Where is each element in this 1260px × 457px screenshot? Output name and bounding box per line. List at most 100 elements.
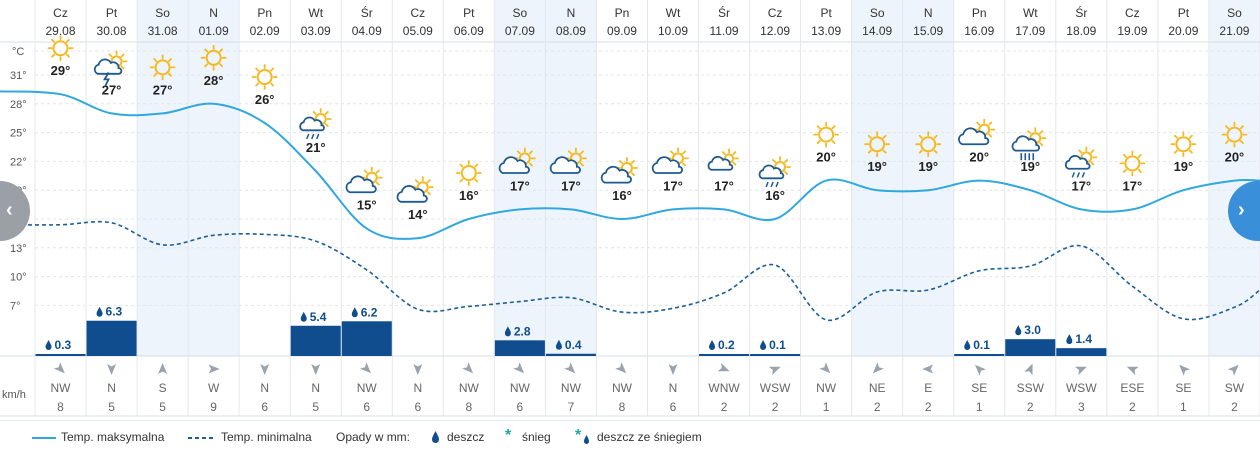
max-temp-label: 16° [612,188,632,203]
date-label: 13.09 [811,24,841,38]
y-tick-label: 25° [10,128,27,140]
day-of-week-label: Śr [1075,5,1087,20]
sun-ray [882,134,887,139]
sun-icon [864,131,891,158]
date-label: 11.09 [709,24,738,38]
raindrop-icon [760,340,767,350]
wind-arrow-icon [768,366,781,376]
wind-direction-label: W [208,381,220,395]
sun-rain-icon [1064,146,1098,178]
raindrop-icon [709,340,716,350]
wind-arrow-shape [208,364,220,374]
sun-ray [1174,149,1178,154]
wind-arrow-icon [922,364,934,374]
legend-snow-label: śnieg [522,430,551,444]
sun-ray [1078,149,1083,154]
date-label: 04.09 [352,24,382,38]
wind-direction-label: ESE [1120,381,1144,395]
raindrop-icon [300,311,307,322]
weekend-band [494,0,546,356]
date-label: 02.09 [250,24,280,38]
raindrop-icon [1066,334,1073,345]
wind-arrow-shape [311,364,321,375]
min-temp-line [0,220,1260,321]
sun-icon [1221,121,1248,148]
day-of-week-label: N [567,6,576,20]
wind-arrow-icon [819,362,831,374]
sun-ray [255,82,260,87]
cloud-shape [396,185,428,203]
sun-ray [918,149,923,154]
sun-icon [1170,131,1197,158]
partly-cloudy-icon [396,176,434,203]
sun-ray [51,53,56,58]
raindrop-icon [1015,325,1022,336]
sun-disc [256,69,273,85]
sun-ray [153,58,158,62]
cloud-shape [498,156,530,174]
wind-arrow-shape [717,362,730,372]
day-of-week-label: Pt [463,6,475,20]
partly-cloudy-icon [549,147,587,174]
lightning-bolt [103,71,111,86]
weekend-band [137,0,189,356]
sun-ray [516,150,521,155]
raindrop-icon [964,340,971,350]
precip-bar [750,354,801,356]
date-label: 15.09 [913,24,943,38]
sun-disc [154,59,171,76]
wind-arrow-icon [1227,364,1239,376]
sun-ray [784,159,789,163]
sun-ray [459,163,464,168]
sun-icon [200,44,227,71]
sun-disc [1175,136,1192,153]
wind-speed-label: 2 [1231,400,1238,414]
day-of-week-label: Pt [820,6,832,20]
sun-icon [1119,150,1146,177]
wind-speed-label: 2 [1027,400,1034,414]
date-label: 06.09 [454,24,484,38]
sun-icon [1170,131,1197,158]
sun-ray [255,67,260,72]
y-tick-label: 22° [10,156,27,168]
cloud-shape [758,164,785,180]
day-of-week-label: Śr [361,5,373,20]
precip-label: 6.2 [361,305,378,319]
wind-direction-label: SE [971,381,987,395]
partly-cloudy-icon [600,157,638,184]
date-label: 19.09 [1117,24,1147,38]
max-temp-label: 17° [663,178,683,193]
day-of-week-label: So [1227,6,1242,20]
date-label: 29.08 [46,24,76,38]
wind-direction-label: E [924,381,932,395]
weekend-band [188,0,240,356]
wind-arrow-icon [311,364,321,375]
sun-icon [915,131,942,158]
wind-arrow-shape [360,362,372,374]
wind-arrow-icon [107,364,117,375]
max-temp-label: 20° [816,150,836,165]
precip-label: 5.4 [310,310,327,324]
wind-speed-label: 2 [874,400,881,414]
raindrop-icon [555,339,562,350]
sun-icon [47,35,74,62]
sun-ray [579,150,584,155]
max-temp-label: 15° [357,198,377,213]
sun-disc [1124,155,1141,172]
y-axis-unit-label: °C [12,46,24,58]
sun-ray [682,162,686,167]
precip-bar [1056,348,1107,356]
legend-sleet-label: deszcz ze śniegiem [597,430,702,444]
wind-direction-label: NW [612,381,633,395]
date-label: 09.09 [607,24,637,38]
sun-ray [867,134,872,139]
max-temp-label: 27° [102,82,122,97]
max-temp-label: 16° [459,188,479,203]
sun-ray [1090,149,1095,154]
sun-ray [1027,130,1032,135]
sun-ray [65,38,70,43]
wind-direction-label: N [311,381,320,395]
day-of-week-label: N [209,6,218,20]
sleet-drop-icon [584,435,589,444]
sun-ray [772,159,777,163]
